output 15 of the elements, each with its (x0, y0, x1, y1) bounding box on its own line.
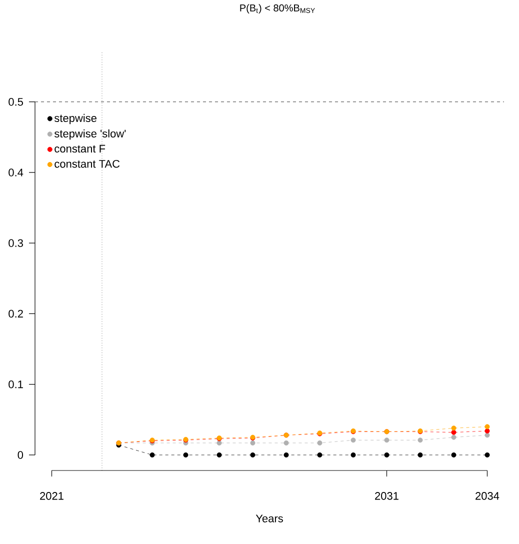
y-tick-label: 0 (18, 451, 24, 459)
chart-title: P(B$_{t}$) < 80%B$_{MSY}$ (240, 4, 315, 14)
x-tick-label: 2031 (375, 492, 398, 500)
y-tick-label: 0.2 (8, 310, 23, 318)
legend-label: constant F (54, 144, 106, 153)
y-tick-label: 0.4 (8, 168, 24, 176)
x-tick-label: 2021 (40, 492, 64, 500)
x-axis-title: Years (256, 514, 283, 522)
legend-label: stepwise 'slow' (54, 129, 126, 140)
y-tick-label: 0.3 (8, 239, 23, 247)
y-tick-label: 0.5 (8, 98, 24, 106)
x-tick-label: 2034 (476, 492, 500, 500)
legend-label: constant TAC (54, 160, 120, 168)
y-tick-label: 0.1 (8, 380, 23, 388)
legend-label: stepwise (54, 114, 96, 124)
